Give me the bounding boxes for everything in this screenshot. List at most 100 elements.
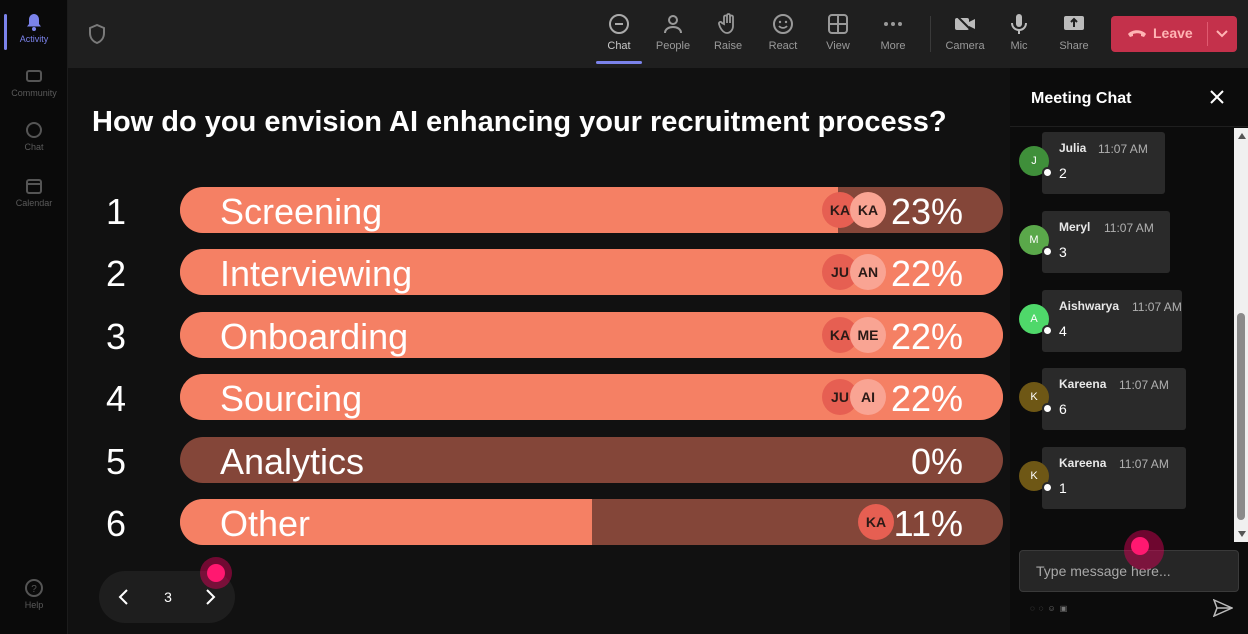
poll-option-percent: 22% — [890, 316, 963, 357]
message-text: 6 — [1059, 401, 1067, 417]
poll-option-number: 3 — [106, 316, 127, 357]
toolbar-chat-button[interactable]: Chat — [594, 12, 644, 52]
shield-icon[interactable] — [88, 24, 106, 44]
poll-option-number: 4 — [106, 378, 127, 419]
share-icon — [1064, 16, 1084, 30]
scrollbar-thumb[interactable] — [1237, 313, 1245, 520]
toolbar-button-label: Camera — [945, 40, 985, 52]
toolbar-button-label: More — [880, 40, 906, 52]
chevron-left-icon[interactable] — [117, 587, 131, 607]
rail-item-label: Chat — [24, 142, 44, 152]
meeting-toolbar: Chat People Raise React View More Camera… — [68, 0, 1248, 68]
presence-status-icon — [1042, 482, 1053, 493]
community-icon — [26, 70, 42, 82]
toolbar-people-button[interactable]: People — [648, 12, 698, 52]
voter-avatar: KA — [850, 192, 886, 228]
react-icon — [773, 14, 793, 34]
poll-option-label: Interviewing — [220, 253, 413, 294]
leave-divider — [1207, 22, 1208, 46]
toolbar-raise-button[interactable]: Raise — [703, 12, 753, 52]
rail-item-activity[interactable]: Activity — [0, 12, 68, 50]
chat-message[interactable]: M Meryl 11:07 AM 3 — [1019, 211, 1170, 273]
poll-option-number: 6 — [106, 503, 127, 544]
poll-option-row: 1 Screening KA KA 23% — [68, 187, 1010, 233]
click-indicator — [1124, 530, 1164, 570]
chevron-right-icon[interactable] — [203, 587, 217, 607]
chat-message[interactable]: K Kareena 11:07 AM 1 — [1019, 447, 1186, 509]
chat-message[interactable]: K Kareena 11:07 AM 6 — [1019, 368, 1186, 430]
rail-item-chat[interactable]: Chat — [0, 120, 68, 152]
click-indicator — [200, 557, 232, 589]
avatar[interactable]: A — [1019, 304, 1053, 336]
voter-avatar: ME — [850, 317, 886, 353]
poll-option-row: 2 Interviewing JU AN 22% — [68, 249, 1010, 295]
message-text: 4 — [1059, 323, 1067, 339]
poll-option-fill — [180, 499, 592, 545]
rail-item-calendar[interactable]: Calendar — [0, 176, 68, 208]
presence-status-icon — [1042, 246, 1053, 257]
toolbar-react-button[interactable]: React — [758, 12, 808, 52]
voter-avatar: AI — [850, 379, 886, 415]
gif-icon[interactable]: ▣ — [1059, 604, 1072, 613]
chat-message-list[interactable]: J Julia 11:07 AM 2 M Meryl 11:07 AM 3 A Aishwarya… — [1010, 128, 1248, 542]
page-number: 3 — [164, 589, 172, 605]
camera-off-icon — [955, 14, 975, 34]
bell-icon — [27, 14, 41, 31]
chat-message[interactable]: J Julia 11:07 AM 2 — [1019, 132, 1165, 194]
message-timestamp: 11:07 AM — [1098, 142, 1148, 156]
poll-option-number: 1 — [106, 191, 127, 232]
help-icon: ? — [25, 579, 43, 597]
poll-option-bar: Interviewing JU AN 22% — [180, 249, 1003, 295]
message-text: 1 — [1059, 480, 1067, 496]
chat-message[interactable]: A Aishwarya 11:07 AM 4 — [1019, 290, 1182, 352]
poll-option-number: 2 — [106, 253, 127, 294]
toolbar-view-button[interactable]: View — [813, 12, 863, 52]
attach-icon[interactable]: ◌ — [1038, 604, 1048, 613]
poll-option-percent: 22% — [890, 378, 963, 419]
more-icon — [884, 22, 902, 26]
sender-name: Kareena — [1059, 456, 1107, 470]
avatar[interactable]: M — [1019, 225, 1053, 257]
sender-name: Aishwarya — [1059, 299, 1120, 313]
voter-avatar: AN — [850, 254, 886, 290]
rail-item-community[interactable]: Community — [0, 66, 68, 98]
active-tab-indicator — [596, 61, 642, 64]
message-timestamp: 11:07 AM — [1132, 300, 1182, 314]
poll-option-label: Analytics — [220, 441, 365, 482]
message-timestamp: 11:07 AM — [1119, 378, 1169, 392]
rail-item-help[interactable]: ? Help — [0, 578, 68, 610]
voter-avatar: KA — [858, 504, 894, 540]
poll-option-row: 4 Sourcing JU AI 22% — [68, 374, 1010, 420]
toolbar-more-button[interactable]: More — [868, 12, 918, 52]
avatar-initial: M — [1029, 234, 1039, 246]
avatar[interactable]: K — [1019, 382, 1053, 414]
scroll-up-arrow[interactable] — [1238, 133, 1246, 139]
message-text: 2 — [1059, 165, 1067, 181]
toolbar-button-label: Chat — [607, 40, 631, 52]
format-toolbar[interactable]: ◌◌☺▣ — [1030, 604, 1071, 613]
chevron-down-icon[interactable] — [1215, 27, 1229, 41]
leave-label: Leave — [1153, 25, 1193, 41]
toolbar-mic-button[interactable]: Mic — [994, 12, 1044, 52]
avatar[interactable]: K — [1019, 461, 1053, 493]
poll-option-label: Onboarding — [220, 316, 409, 357]
poll-option-bar: Sourcing JU AI 22% — [180, 374, 1003, 420]
presence-status-icon — [1042, 167, 1053, 178]
chat-message-input[interactable] — [1019, 550, 1239, 592]
sender-name: Meryl — [1059, 220, 1091, 234]
send-icon[interactable] — [1213, 599, 1233, 617]
rail-item-label: Community — [11, 88, 57, 98]
toolbar-button-label: Raise — [713, 40, 743, 52]
avatar[interactable]: J — [1019, 146, 1053, 178]
poll-option-bar: Onboarding KA ME 22% — [180, 312, 1003, 358]
poll-option-row: 6 Other KA 11% — [68, 499, 1010, 545]
leave-button[interactable]: Leave — [1111, 16, 1237, 52]
scroll-down-arrow[interactable] — [1238, 531, 1246, 537]
format-icon[interactable]: ◌ — [1030, 604, 1039, 613]
toolbar-share-button[interactable]: Share — [1049, 12, 1099, 52]
poll-option-row: 5 Analytics 0% — [68, 437, 1010, 483]
poll-option-percent: 23% — [890, 191, 963, 232]
toolbar-camera-button[interactable]: Camera — [940, 12, 990, 52]
close-icon[interactable] — [1210, 90, 1224, 104]
emoji-icon[interactable]: ☺ — [1047, 604, 1060, 613]
